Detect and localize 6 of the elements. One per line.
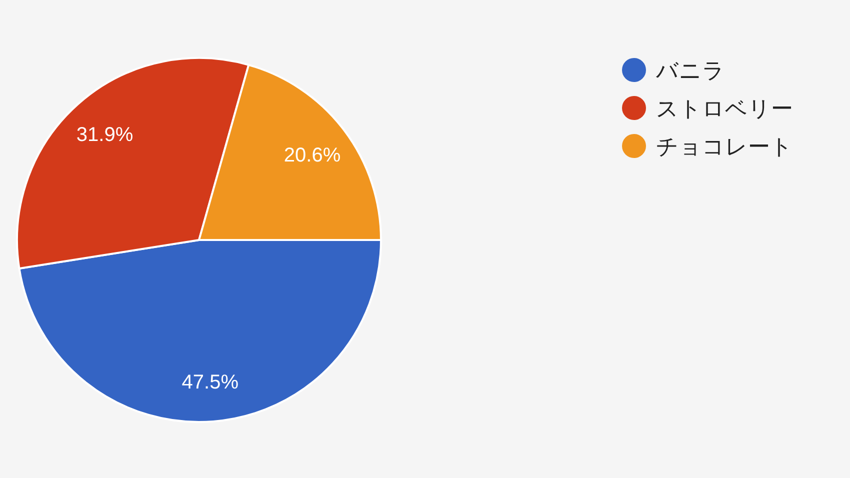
legend-label: バニラ (655, 58, 725, 83)
data-label: 31.9% (76, 124, 134, 146)
data-label: 20.6% (284, 144, 341, 166)
legend-label: チョコレート (656, 134, 793, 159)
legend-label: ストロベリー (656, 96, 793, 121)
data-label: 47.5% (182, 372, 239, 394)
